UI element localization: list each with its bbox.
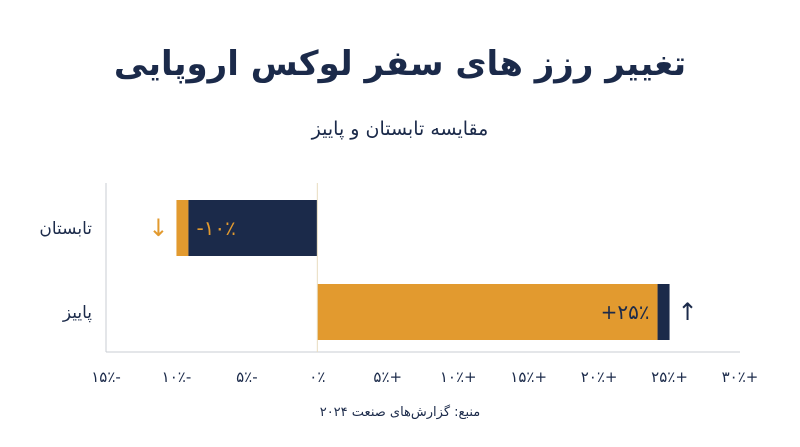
x-tick-label: +۱۵٪: [510, 368, 547, 386]
category-label: پاییز: [62, 303, 92, 323]
x-tick-label: -۵٪: [236, 368, 258, 386]
bar: [317, 284, 658, 340]
x-tick-label: ۰٪: [309, 368, 325, 386]
x-tick-label: +۱۰٪: [440, 368, 477, 386]
labels-group: -۱۰٪ ↓ تابستان +۲۵٪ ↑ پاییز: [39, 214, 697, 326]
bar-value-label: -۱۰٪: [196, 216, 235, 240]
x-tick-label: +۲۰٪: [581, 368, 618, 386]
source-note: منبع: گزارش‌های صنعت ۲۰۲۴: [319, 405, 481, 420]
x-tick-label: +۲۵٪: [651, 368, 688, 386]
axes-group: -۱۵٪ -۱۰٪ -۵٪ ۰٪ +۵٪ +۱۰٪ +۱۵٪ +۲۰٪ +۲۵٪ +۳۰٪: [91, 183, 758, 386]
chart-subtitle: مقایسه تابستان و پاییز: [311, 118, 489, 140]
chart-title: تغییر رزز های سفر لوکس اروپایی: [113, 44, 687, 84]
arrow-up-icon: ↑: [678, 298, 698, 326]
x-tick-label: +۳۰٪: [722, 368, 759, 386]
bars-group: [176, 200, 670, 340]
bar-accent: [657, 284, 670, 340]
x-tick-label: +۵٪: [373, 368, 402, 386]
bar-accent: [176, 200, 189, 256]
category-label: تابستان: [39, 219, 92, 239]
bar: [188, 200, 318, 256]
x-tick-label: -۱۰٪: [162, 368, 192, 386]
x-tick-label: -۱۵٪: [91, 368, 121, 386]
arrow-down-icon: ↓: [148, 214, 168, 242]
bar-value-label: +۲۵٪: [601, 300, 650, 324]
